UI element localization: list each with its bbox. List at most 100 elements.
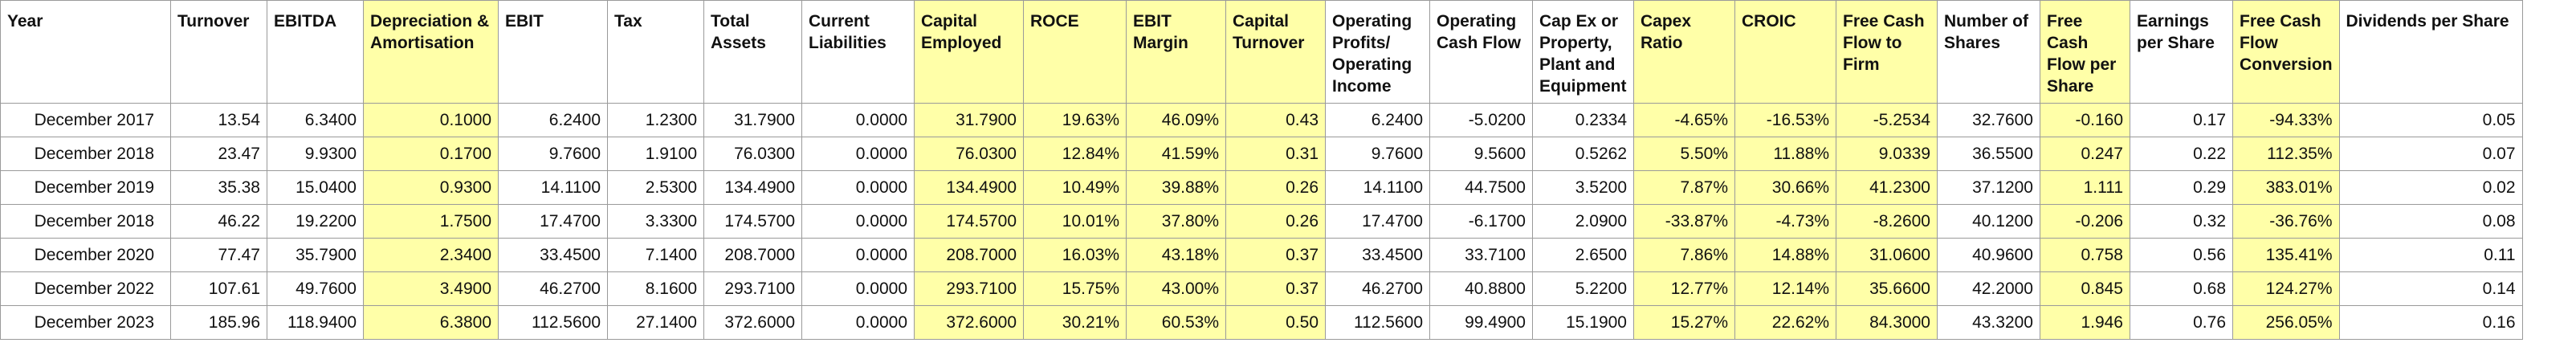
cell-total-assets[interactable]: 293.7100 bbox=[703, 271, 802, 306]
cell-eps[interactable]: 0.22 bbox=[2130, 137, 2233, 171]
cell-operating-profits[interactable]: 17.4700 bbox=[1325, 204, 1430, 239]
cell-capital-employed[interactable]: 174.5700 bbox=[914, 204, 1024, 239]
cell-shares[interactable]: 43.3200 bbox=[1937, 305, 2040, 340]
cell-operating-profits[interactable]: 112.5600 bbox=[1325, 305, 1430, 340]
cell-ebit-margin[interactable]: 39.88% bbox=[1126, 170, 1226, 205]
cell-operating-profits[interactable]: 14.1100 bbox=[1325, 170, 1430, 205]
cell-year[interactable]: December 2018 bbox=[0, 137, 171, 171]
cell-croic[interactable]: -4.73% bbox=[1734, 204, 1836, 239]
cell-tax[interactable]: 7.1400 bbox=[607, 238, 704, 272]
cell-current-liabilities[interactable]: 0.0000 bbox=[801, 305, 915, 340]
cell-ebit-margin[interactable]: 41.59% bbox=[1126, 137, 1226, 171]
cell-fcf-per-share[interactable]: 0.247 bbox=[2040, 137, 2130, 171]
cell-turnover[interactable]: 23.47 bbox=[170, 137, 267, 171]
cell-operating-profits[interactable]: 33.4500 bbox=[1325, 238, 1430, 272]
cell-ebit[interactable]: 6.2400 bbox=[498, 103, 608, 137]
cell-capital-turnover[interactable]: 0.26 bbox=[1225, 170, 1326, 205]
column-header-ebitda[interactable]: EBITDA bbox=[267, 0, 364, 104]
cell-dps[interactable]: 0.08 bbox=[2338, 204, 2523, 239]
cell-capex-ratio[interactable]: 5.50% bbox=[1633, 137, 1735, 171]
cell-shares[interactable]: 40.1200 bbox=[1937, 204, 2040, 239]
cell-capex[interactable]: 0.2334 bbox=[1532, 103, 1634, 137]
cell-operating-profits[interactable]: 6.2400 bbox=[1325, 103, 1430, 137]
cell-capex-ratio[interactable]: 15.27% bbox=[1633, 305, 1735, 340]
column-header-capital-turnover[interactable]: Capital Turnover bbox=[1225, 0, 1326, 104]
cell-roce[interactable]: 10.01% bbox=[1023, 204, 1127, 239]
cell-current-liabilities[interactable]: 0.0000 bbox=[801, 204, 915, 239]
cell-fcff[interactable]: -5.2534 bbox=[1836, 103, 1938, 137]
cell-dps[interactable]: 0.02 bbox=[2338, 170, 2523, 205]
cell-capital-turnover[interactable]: 0.26 bbox=[1225, 204, 1326, 239]
cell-capital-employed[interactable]: 76.0300 bbox=[914, 137, 1024, 171]
cell-da[interactable]: 0.9300 bbox=[363, 170, 499, 205]
cell-capex[interactable]: 15.1900 bbox=[1532, 305, 1634, 340]
cell-operating-cash-flow[interactable]: 33.7100 bbox=[1429, 238, 1533, 272]
cell-capex-ratio[interactable]: -33.87% bbox=[1633, 204, 1735, 239]
cell-ebit-margin[interactable]: 43.00% bbox=[1126, 271, 1226, 306]
cell-fcf-per-share[interactable]: 1.111 bbox=[2040, 170, 2130, 205]
cell-fcf-per-share[interactable]: -0.206 bbox=[2040, 204, 2130, 239]
cell-ebitda[interactable]: 49.7600 bbox=[267, 271, 364, 306]
cell-total-assets[interactable]: 76.0300 bbox=[703, 137, 802, 171]
column-header-current-liabilities[interactable]: Current Liabilities bbox=[801, 0, 915, 104]
column-header-fcf-per-share[interactable]: Free Cash Flow per Share bbox=[2040, 0, 2130, 104]
cell-eps[interactable]: 0.29 bbox=[2130, 170, 2233, 205]
cell-da[interactable]: 2.3400 bbox=[363, 238, 499, 272]
cell-year[interactable]: December 2023 bbox=[0, 305, 171, 340]
cell-capex-ratio[interactable]: 12.77% bbox=[1633, 271, 1735, 306]
cell-capex[interactable]: 2.0900 bbox=[1532, 204, 1634, 239]
cell-shares[interactable]: 40.9600 bbox=[1937, 238, 2040, 272]
cell-current-liabilities[interactable]: 0.0000 bbox=[801, 271, 915, 306]
cell-eps[interactable]: 0.17 bbox=[2130, 103, 2233, 137]
cell-fcff[interactable]: 9.0339 bbox=[1836, 137, 1938, 171]
cell-ebitda[interactable]: 35.7900 bbox=[267, 238, 364, 272]
cell-shares[interactable]: 42.2000 bbox=[1937, 271, 2040, 306]
cell-total-assets[interactable]: 134.4900 bbox=[703, 170, 802, 205]
cell-da[interactable]: 6.3800 bbox=[363, 305, 499, 340]
cell-ebit[interactable]: 112.5600 bbox=[498, 305, 608, 340]
cell-capex-ratio[interactable]: -4.65% bbox=[1633, 103, 1735, 137]
cell-fcf-per-share[interactable]: 0.758 bbox=[2040, 238, 2130, 272]
cell-current-liabilities[interactable]: 0.0000 bbox=[801, 103, 915, 137]
column-header-operating-profits[interactable]: Operating Profits/ Operating Income bbox=[1325, 0, 1430, 104]
cell-ebit-margin[interactable]: 37.80% bbox=[1126, 204, 1226, 239]
cell-capital-employed[interactable]: 134.4900 bbox=[914, 170, 1024, 205]
column-header-croic[interactable]: CROIC bbox=[1734, 0, 1836, 104]
cell-tax[interactable]: 1.9100 bbox=[607, 137, 704, 171]
cell-year[interactable]: December 2018 bbox=[0, 204, 171, 239]
column-header-total-assets[interactable]: Total Assets bbox=[703, 0, 802, 104]
cell-capital-employed[interactable]: 31.7900 bbox=[914, 103, 1024, 137]
cell-dps[interactable]: 0.07 bbox=[2338, 137, 2523, 171]
column-header-dps[interactable]: Dividends per Share bbox=[2338, 0, 2523, 104]
cell-fcff[interactable]: 35.6600 bbox=[1836, 271, 1938, 306]
cell-capital-turnover[interactable]: 0.50 bbox=[1225, 305, 1326, 340]
cell-total-assets[interactable]: 31.7900 bbox=[703, 103, 802, 137]
cell-total-assets[interactable]: 174.5700 bbox=[703, 204, 802, 239]
cell-eps[interactable]: 0.68 bbox=[2130, 271, 2233, 306]
cell-tax[interactable]: 2.5300 bbox=[607, 170, 704, 205]
cell-turnover[interactable]: 107.61 bbox=[170, 271, 267, 306]
column-header-operating-cash-flow[interactable]: Operating Cash Flow bbox=[1429, 0, 1533, 104]
cell-capital-turnover[interactable]: 0.37 bbox=[1225, 238, 1326, 272]
cell-turnover[interactable]: 13.54 bbox=[170, 103, 267, 137]
cell-year[interactable]: December 2020 bbox=[0, 238, 171, 272]
cell-capital-employed[interactable]: 372.6000 bbox=[914, 305, 1024, 340]
cell-year[interactable]: December 2019 bbox=[0, 170, 171, 205]
cell-operating-profits[interactable]: 46.2700 bbox=[1325, 271, 1430, 306]
cell-da[interactable]: 0.1700 bbox=[363, 137, 499, 171]
cell-tax[interactable]: 8.1600 bbox=[607, 271, 704, 306]
cell-tax[interactable]: 3.3300 bbox=[607, 204, 704, 239]
column-header-turnover[interactable]: Turnover bbox=[170, 0, 267, 104]
cell-fcf-conversion[interactable]: 135.41% bbox=[2232, 238, 2340, 272]
column-header-year[interactable]: Year bbox=[0, 0, 171, 104]
cell-roce[interactable]: 30.21% bbox=[1023, 305, 1127, 340]
cell-fcf-per-share[interactable]: -0.160 bbox=[2040, 103, 2130, 137]
cell-croic[interactable]: 11.88% bbox=[1734, 137, 1836, 171]
cell-fcf-per-share[interactable]: 1.946 bbox=[2040, 305, 2130, 340]
column-header-fcff[interactable]: Free Cash Flow to Firm bbox=[1836, 0, 1938, 104]
column-header-eps[interactable]: Earnings per Share bbox=[2130, 0, 2233, 104]
cell-ebit[interactable]: 14.1100 bbox=[498, 170, 608, 205]
cell-roce[interactable]: 10.49% bbox=[1023, 170, 1127, 205]
cell-croic[interactable]: 12.14% bbox=[1734, 271, 1836, 306]
cell-dps[interactable]: 0.05 bbox=[2338, 103, 2523, 137]
